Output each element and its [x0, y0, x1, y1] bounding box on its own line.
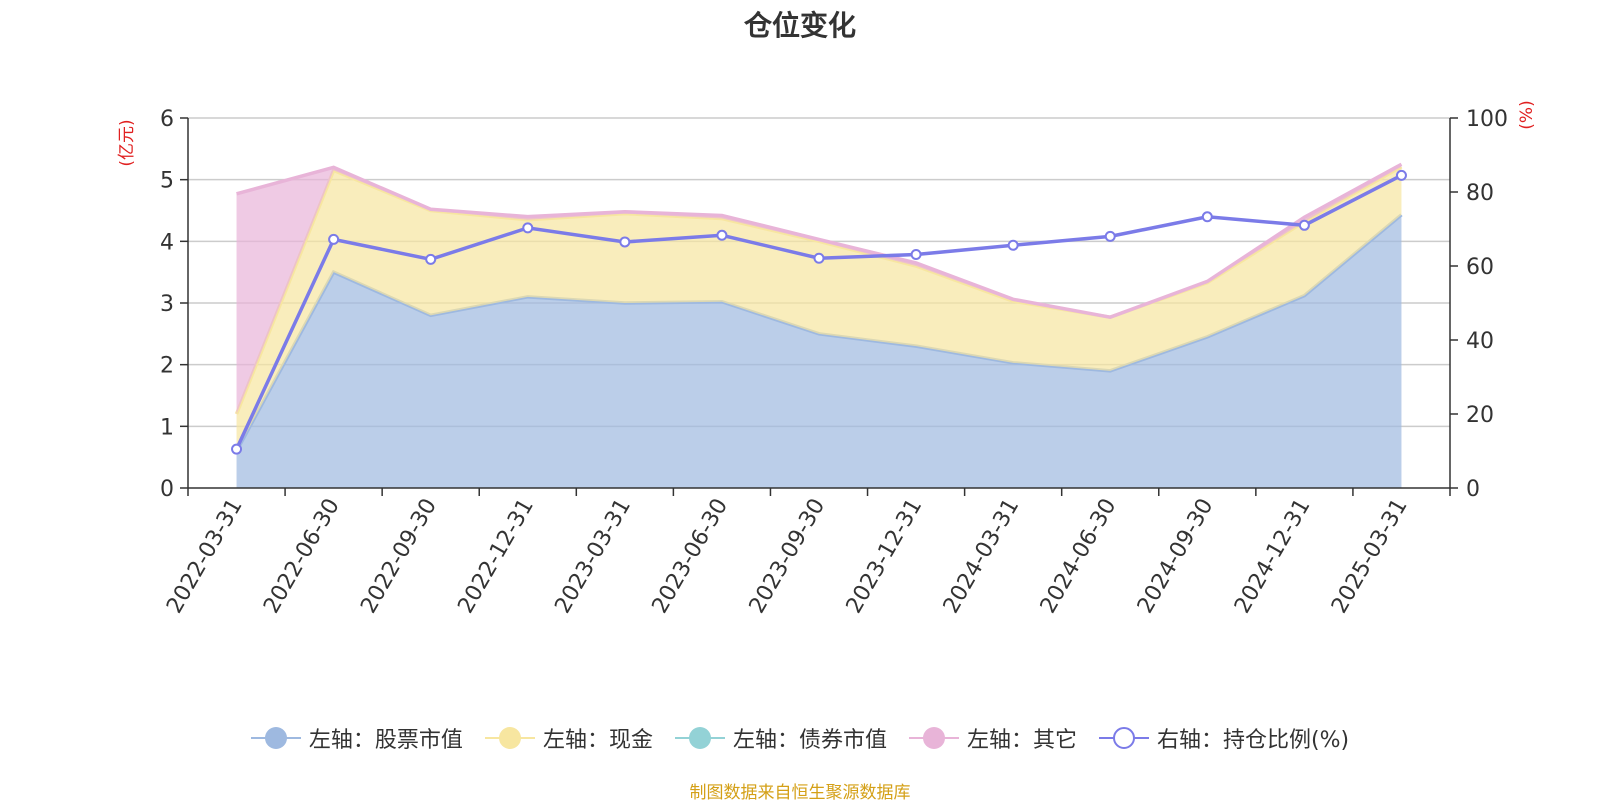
x-tick-label: 2025-03-31	[1327, 495, 1413, 618]
y-left-tick-label: 3	[160, 292, 174, 317]
area-series-0	[236, 214, 1402, 489]
ratio-point	[231, 443, 243, 455]
x-tick-label: 2024-09-30	[1133, 495, 1219, 618]
ratio-point	[1298, 219, 1310, 231]
x-tick-label: 2023-12-31	[842, 495, 928, 618]
x-tick-label: 2022-12-31	[453, 495, 539, 618]
x-tick-label: 2022-03-31	[162, 495, 248, 618]
y-left-tick-label: 0	[160, 477, 174, 502]
ratio-point	[716, 229, 728, 241]
y-left-tick-label: 2	[160, 354, 174, 379]
ratio-point	[1007, 239, 1019, 251]
ratio-point	[328, 233, 340, 245]
y-left-axis-label: (亿元)	[117, 119, 137, 166]
ratio-point	[1104, 230, 1116, 242]
legend-item-position-ratio[interactable]: 右轴：持仓比例(%)	[1098, 722, 1350, 754]
x-tick-label: 2023-06-30	[648, 495, 734, 618]
x-tick-label: 2023-09-30	[745, 495, 831, 618]
legend-marker-icon	[1098, 726, 1149, 750]
x-tick-label: 2024-12-31	[1230, 495, 1316, 618]
area-line-series-3	[236, 162, 1403, 319]
x-tick-label: 2024-06-30	[1036, 495, 1122, 618]
y-left-tick-label: 5	[160, 169, 174, 194]
ratio-point	[425, 253, 437, 265]
y-right-axis-label: (%)	[1517, 100, 1537, 129]
chart-title: 仓位变化	[743, 9, 856, 42]
legend-marker-icon	[674, 726, 725, 750]
y-right-tick-label: 40	[1466, 329, 1494, 354]
legend-item-bond[interactable]: 左轴：债券市值	[674, 722, 887, 754]
ratio-point	[910, 249, 922, 261]
legend: 左轴：股票市值 左轴：现金 左轴：债券市值 左轴：其它 右轴：持仓比例(%)	[0, 722, 1600, 754]
legend-label: 左轴：现金	[542, 728, 653, 753]
ratio-point	[522, 222, 534, 234]
legend-marker-icon	[484, 726, 535, 750]
ratio-point	[813, 252, 825, 264]
y-right-tick-label: 60	[1466, 255, 1494, 280]
area-series-1	[236, 166, 1402, 451]
source-note: 制图数据来自恒生聚源数据库	[689, 783, 911, 803]
y-right-tick-label: 20	[1466, 403, 1494, 428]
y-left-tick-label: 6	[160, 107, 174, 132]
legend-label: 左轴：股票市值	[308, 728, 463, 753]
y-left-tick-label: 1	[160, 415, 174, 440]
x-tick-label: 2024-03-31	[939, 495, 1025, 618]
legend-item-other[interactable]: 左轴：其它	[908, 722, 1077, 754]
y-left-tick-label: 4	[160, 230, 174, 255]
x-tick-label: 2023-03-31	[550, 495, 636, 618]
y-right-tick-label: 0	[1466, 477, 1480, 502]
legend-marker-icon	[250, 726, 301, 750]
legend-marker-icon	[908, 726, 959, 750]
legend-item-cash[interactable]: 左轴：现金	[484, 722, 653, 754]
legend-item-stock[interactable]: 左轴：股票市值	[250, 722, 463, 754]
ratio-point	[1395, 169, 1407, 181]
x-tick-label: 2022-06-30	[259, 495, 345, 618]
legend-label: 左轴：其它	[966, 728, 1077, 753]
x-tick-label: 2022-09-30	[356, 495, 442, 618]
y-right-tick-label: 100	[1466, 107, 1508, 132]
ratio-point	[619, 236, 631, 248]
ratio-point	[1201, 211, 1213, 223]
legend-label: 右轴：持仓比例(%)	[1156, 728, 1350, 753]
y-right-tick-label: 80	[1466, 181, 1494, 206]
legend-label: 左轴：债券市值	[732, 728, 887, 753]
